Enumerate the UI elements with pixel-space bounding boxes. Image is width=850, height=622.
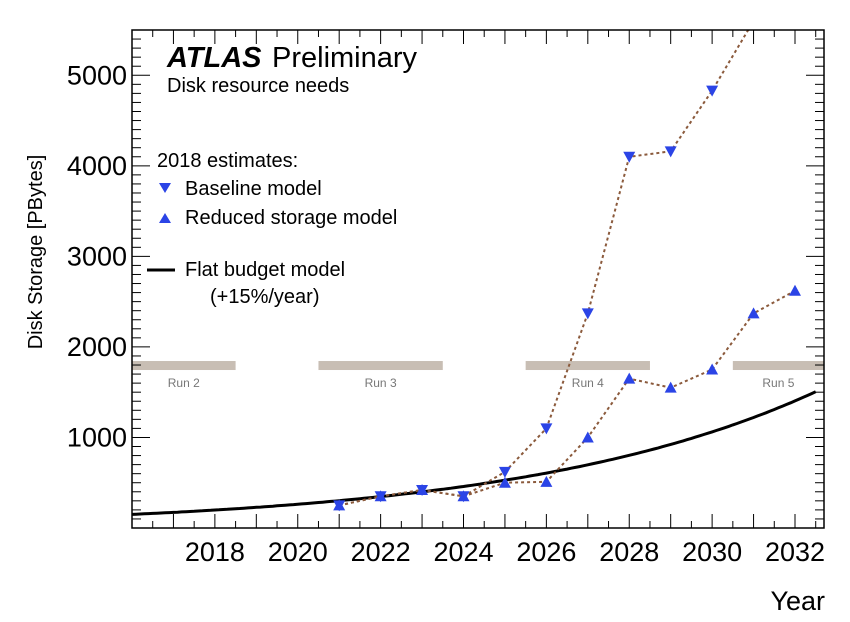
series-line-reduced bbox=[338, 289, 796, 507]
legend-baseline-label: Baseline model bbox=[185, 178, 322, 200]
x-tick-label: 2032 bbox=[765, 537, 825, 567]
y-tick-label: 1000 bbox=[67, 422, 127, 452]
data-point-baseline bbox=[664, 146, 677, 158]
series-layer bbox=[132, 16, 817, 516]
run-band-5 bbox=[732, 361, 824, 371]
data-point-reduced bbox=[333, 499, 346, 511]
data-point-reduced bbox=[788, 284, 801, 296]
y-tick-label: 4000 bbox=[67, 151, 127, 181]
legend-flat-sublabel: (+15%/year) bbox=[210, 286, 320, 308]
x-tick-label: 2020 bbox=[268, 537, 328, 567]
x-tick-label: 2026 bbox=[516, 537, 576, 567]
y-tick-label: 3000 bbox=[67, 241, 127, 271]
data-point-reduced bbox=[664, 381, 677, 393]
x-tick-label: 2028 bbox=[599, 537, 659, 567]
run-band-label: Run 5 bbox=[762, 376, 794, 390]
flat-budget-line bbox=[132, 390, 817, 516]
y-axis-title: Disk Storage [PBytes] bbox=[25, 155, 47, 350]
data-point-baseline bbox=[498, 466, 511, 478]
x-tick-label: 2024 bbox=[433, 537, 493, 567]
y-tick-label: 5000 bbox=[67, 60, 127, 90]
legend-flat-label: Flat budget model bbox=[185, 259, 345, 281]
plot-frame bbox=[131, 29, 825, 529]
run-band-3 bbox=[318, 361, 443, 371]
data-point-baseline bbox=[706, 85, 719, 97]
data-point-reduced bbox=[747, 307, 760, 319]
x-tick-label: 2030 bbox=[682, 537, 742, 567]
run-band-4 bbox=[525, 361, 650, 371]
chart-subtitle: Disk resource needs bbox=[167, 75, 349, 97]
data-point-reduced bbox=[498, 476, 511, 488]
legend-reduced-label: Reduced storage model bbox=[185, 207, 397, 229]
data-point-reduced bbox=[374, 490, 387, 502]
run-band-2 bbox=[132, 361, 236, 371]
x-tick-label: 2018 bbox=[185, 537, 245, 567]
data-point-reduced bbox=[706, 363, 719, 375]
y-tick-label: 2000 bbox=[67, 332, 127, 362]
run-bands: Run 2 Run 3 Run 4 Run 5 bbox=[132, 361, 824, 390]
x-axis-title: Year bbox=[770, 586, 825, 616]
data-point-reduced bbox=[581, 431, 594, 443]
legend-marker-baseline bbox=[159, 183, 171, 193]
run-band-label: Run 4 bbox=[572, 376, 604, 390]
data-point-reduced bbox=[540, 475, 553, 487]
legend-header: 2018 estimates: bbox=[157, 150, 298, 172]
legend-marker-reduced bbox=[159, 213, 171, 223]
axes-layer: 2018 2020 2022 2024 2026 2028 2030 2032 1000 2000… bbox=[67, 29, 825, 567]
data-point-baseline bbox=[581, 308, 594, 320]
data-point-baseline bbox=[540, 423, 553, 435]
data-point-baseline bbox=[748, 16, 760, 27]
chart-title: ATLAS bbox=[166, 42, 262, 74]
data-point-reduced bbox=[416, 483, 429, 495]
run-band-label: Run 3 bbox=[365, 376, 397, 390]
data-point-reduced bbox=[457, 490, 470, 502]
data-point-baseline bbox=[623, 151, 636, 163]
x-tick-label: 2022 bbox=[351, 537, 411, 567]
data-point-reduced bbox=[623, 372, 636, 384]
chart-title-suffix: Preliminary bbox=[272, 42, 418, 74]
legend: 2018 estimates: Baseline model Reduced s… bbox=[147, 150, 397, 308]
run-band-label: Run 2 bbox=[168, 376, 200, 390]
